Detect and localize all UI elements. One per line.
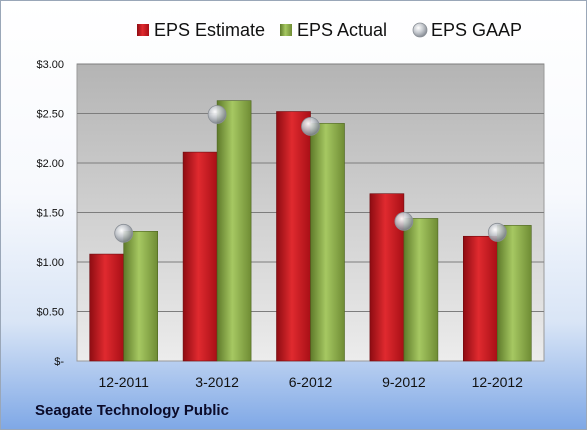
bar-eps-actual — [310, 123, 345, 362]
bar-eps-actual — [496, 225, 532, 362]
gaap-markers — [114, 105, 507, 243]
bar-eps-actual — [403, 218, 439, 362]
bar-eps-estimate — [182, 151, 218, 362]
bar-eps-estimate — [276, 111, 311, 362]
y-axis-ticks: $- $0.50 $1.00 $1.50 $2.00 $2.50 $3.00 — [36, 59, 64, 368]
marker-eps-gaap — [394, 212, 414, 231]
legend: EPS Estimate EPS Actual EPS GAAP — [137, 20, 522, 40]
bars — [89, 100, 532, 362]
y-tick-label: $3.00 — [36, 59, 64, 71]
legend-actual-swatch — [280, 24, 292, 36]
bar-eps-estimate — [462, 235, 498, 362]
bar-eps-actual — [216, 100, 252, 362]
y-tick-label: $2.00 — [36, 158, 64, 170]
legend-label: EPS GAAP — [431, 20, 522, 40]
x-category-label: 6-2012 — [289, 374, 333, 390]
x-category-label: 12-2012 — [472, 374, 524, 390]
y-tick-label: $- — [54, 356, 64, 368]
bar-eps-actual — [123, 231, 158, 362]
y-tick-label: $1.00 — [36, 257, 64, 269]
legend-estimate-swatch — [137, 24, 149, 36]
marker-eps-gaap — [301, 116, 320, 136]
x-axis-categories: 12-2011 3-2012 6-2012 9-2012 12-2012 — [99, 374, 524, 390]
company-name: Seagate Technology Public — [35, 402, 229, 419]
bar-eps-estimate — [89, 253, 124, 362]
y-tick-label: $0.50 — [36, 307, 64, 319]
x-category-label: 12-2011 — [99, 374, 150, 390]
legend-label: EPS Actual — [297, 20, 387, 40]
marker-eps-gaap — [114, 223, 134, 243]
marker-eps-gaap — [487, 222, 507, 242]
marker-eps-gaap — [207, 105, 227, 124]
legend-gaap-swatch — [412, 22, 428, 38]
legend-label: EPS Estimate — [154, 20, 265, 40]
x-category-label: 9-2012 — [382, 374, 426, 390]
y-tick-label: $2.50 — [36, 109, 64, 121]
y-tick-label: $1.50 — [36, 208, 64, 220]
x-category-label: 3-2012 — [195, 374, 239, 390]
